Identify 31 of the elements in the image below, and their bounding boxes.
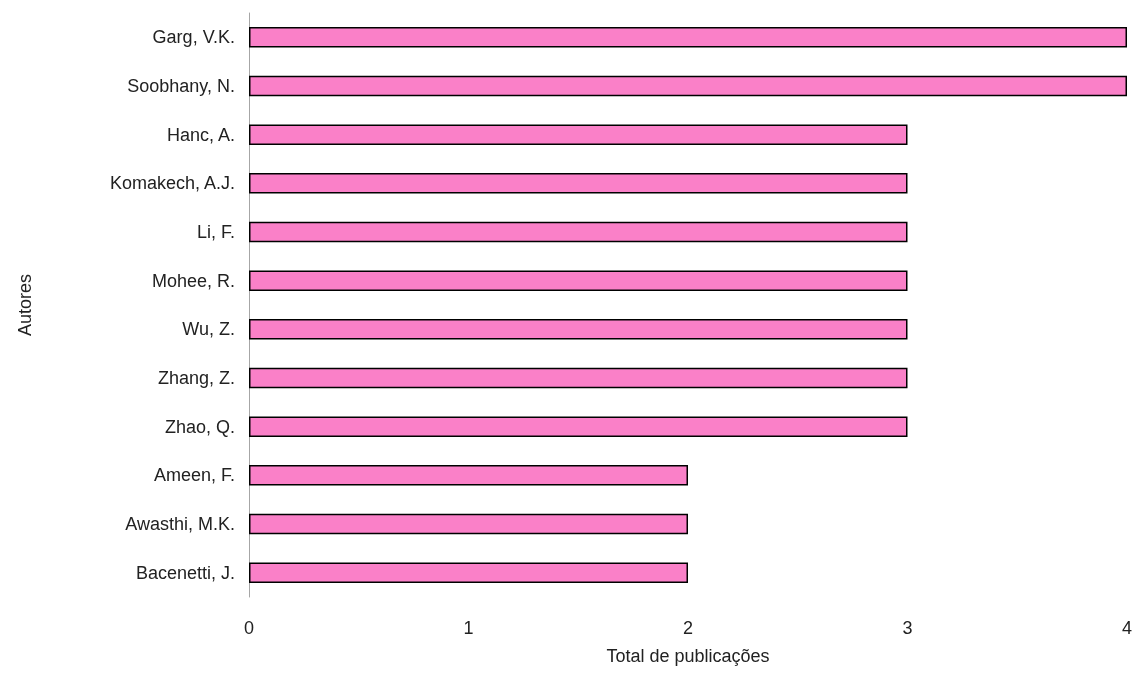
- y-tick-label: Garg, V.K.: [152, 27, 235, 48]
- bar: [249, 270, 908, 291]
- bar: [249, 319, 908, 340]
- y-tick-label: Zhang, Z.: [157, 368, 235, 388]
- bar: [249, 124, 908, 145]
- bar: [249, 562, 688, 583]
- bar: [249, 416, 908, 437]
- x-tick-label: 3: [902, 618, 913, 638]
- y-tick-label: Awasthi, M.K.: [125, 514, 235, 534]
- x-axis-title: Total de publicações: [606, 646, 770, 666]
- bar: [249, 173, 908, 194]
- y-tick-label: Ameen, F.: [153, 465, 235, 486]
- y-tick-label: Soobhany, N.: [127, 76, 235, 96]
- y-tick-label: Li, F.: [196, 222, 235, 242]
- bar: [249, 465, 688, 486]
- y-axis-title: Autores: [15, 273, 35, 337]
- y-tick-label: Hanc, A.: [166, 124, 235, 145]
- x-tick-label: 2: [682, 618, 694, 638]
- bar: [249, 367, 908, 389]
- x-tick-label: 0: [243, 618, 255, 638]
- y-tick-label: Bacenetti, J.: [135, 562, 235, 583]
- bar: [249, 513, 688, 535]
- y-tick-label: Zhao, Q.: [164, 416, 235, 437]
- bar: [249, 221, 908, 243]
- x-tick-label: 1: [463, 618, 474, 638]
- y-tick-label: Mohee, R.: [151, 270, 235, 291]
- y-tick-label: Komakech, A.J.: [109, 173, 235, 194]
- bar: [249, 27, 1127, 48]
- x-tick-label: 4: [1121, 618, 1133, 638]
- y-tick-label: Wu, Z.: [182, 319, 235, 340]
- bar: [249, 75, 1127, 97]
